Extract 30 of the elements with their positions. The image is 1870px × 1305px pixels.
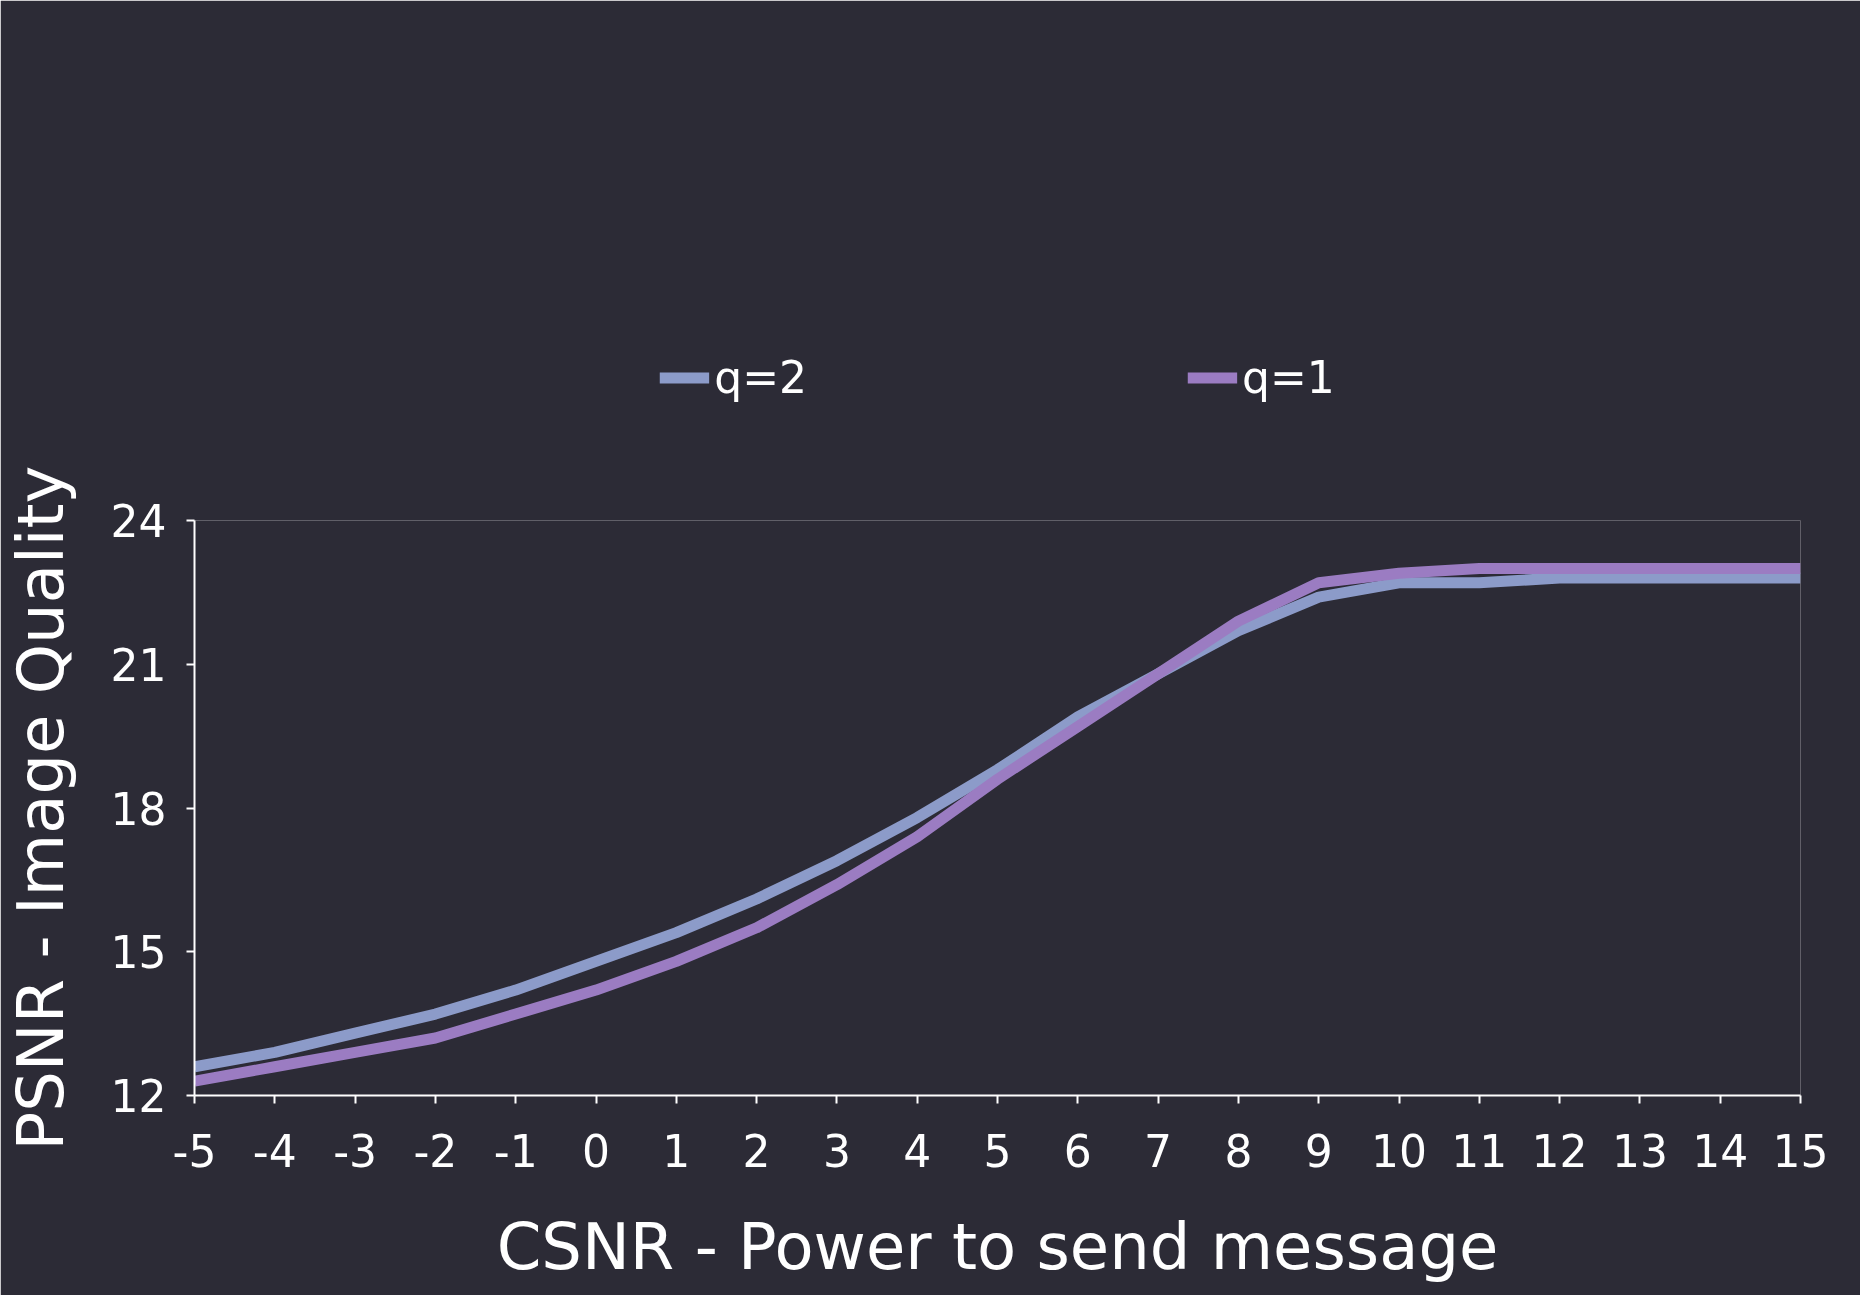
x-tick-label: 10	[1371, 1125, 1428, 1177]
y-tick-label: 12	[110, 1071, 167, 1122]
x-tick-label: -2	[413, 1125, 458, 1177]
x-tick-label: -4	[252, 1125, 297, 1177]
x-tick-label: 0	[582, 1125, 610, 1177]
x-tick-label: 9	[1304, 1125, 1333, 1177]
y-tick-label: 15	[110, 927, 167, 979]
x-tick-label: 5	[983, 1125, 1012, 1177]
x-tick-label: 2	[742, 1125, 771, 1177]
x-tick-label: -1	[493, 1125, 538, 1177]
x-tick-label: -3	[333, 1125, 378, 1177]
x-tick-label: 8	[1224, 1125, 1253, 1177]
x-tick-label: 7	[1144, 1125, 1173, 1177]
y-tick-label: 24	[110, 496, 167, 547]
y-tick-label: 18	[110, 783, 167, 835]
x-tick-label: 11	[1451, 1125, 1508, 1177]
x-tick-label: -5	[172, 1125, 217, 1177]
legend-label: q=2	[714, 351, 807, 403]
x-tick-label: 3	[822, 1125, 851, 1177]
x-tick-label: 14	[1692, 1125, 1749, 1177]
y-axis-title: PSNR - Image Quality	[3, 465, 78, 1151]
x-tick-label: 12	[1531, 1125, 1588, 1177]
x-tick-label: 6	[1063, 1125, 1092, 1177]
x-tick-label: 15	[1772, 1125, 1829, 1177]
x-axis-title: CSNR - Power to send message	[496, 1209, 1499, 1284]
legend-label: q=1	[1242, 351, 1335, 403]
x-tick-label: 4	[903, 1125, 932, 1177]
x-tick-label: 1	[662, 1125, 691, 1177]
y-tick-label: 21	[110, 639, 167, 691]
x-tick-label: 13	[1611, 1125, 1668, 1177]
